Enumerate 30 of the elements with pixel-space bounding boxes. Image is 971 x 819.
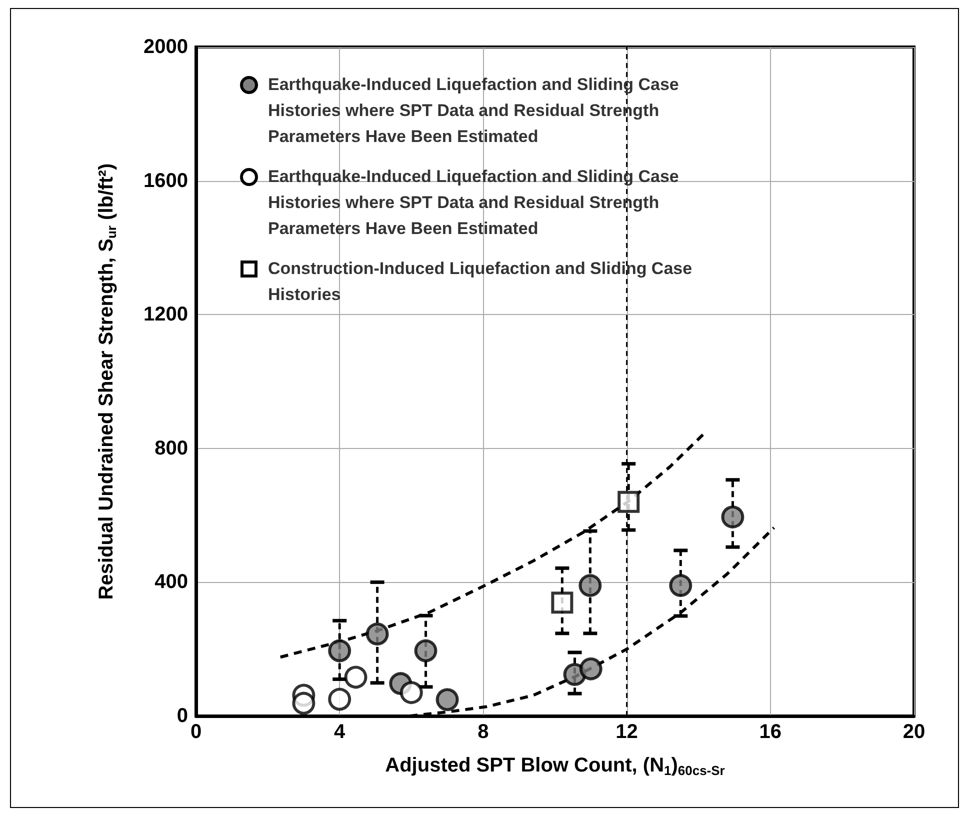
- point: [436, 688, 459, 712]
- y-axis-title: Residual Undrained Shear Strength, Sur (lb/ft²): [96, 163, 119, 600]
- x-tick-label: 4: [334, 721, 346, 743]
- y-tick-label: 800: [154, 437, 188, 460]
- point: [400, 681, 423, 704]
- point: [344, 666, 368, 689]
- point: [721, 505, 744, 528]
- x-tick-label: 12: [616, 721, 638, 743]
- legend-label: Construction-Induced Liquefaction and Sliding Case Histories: [268, 258, 694, 306]
- point: [414, 639, 438, 662]
- legend-label: Earthquake-Induced Liquefaction and Sliding Case Histories where SPT Data and Residual Strength Parameters Have Been Estimated: [268, 166, 680, 240]
- y-tick-label: 1200: [144, 304, 188, 326]
- y-tick-label: 2000: [144, 36, 188, 58]
- y-tick-label: 1600: [144, 170, 188, 192]
- y-tick-label: 0: [176, 705, 188, 727]
- legend-label: Earthquake-Induced Liquefaction and Sliding Case Histories where SPT Data and Residual Strength Parameters Have Been Estimated: [268, 74, 680, 148]
- point: [551, 592, 574, 614]
- point: [618, 490, 640, 513]
- x-tick-label: 20: [902, 721, 926, 743]
- x-tick-label: 8: [478, 721, 489, 743]
- point: [292, 692, 316, 715]
- point: [366, 622, 389, 646]
- point: [578, 574, 602, 598]
- y-tick-label: 400: [154, 571, 188, 594]
- x-tick-label: 16: [759, 721, 782, 743]
- point: [328, 639, 352, 662]
- point: [328, 688, 352, 711]
- point: [579, 657, 602, 680]
- x-tick-label: 0: [190, 721, 202, 743]
- point: [669, 574, 692, 598]
